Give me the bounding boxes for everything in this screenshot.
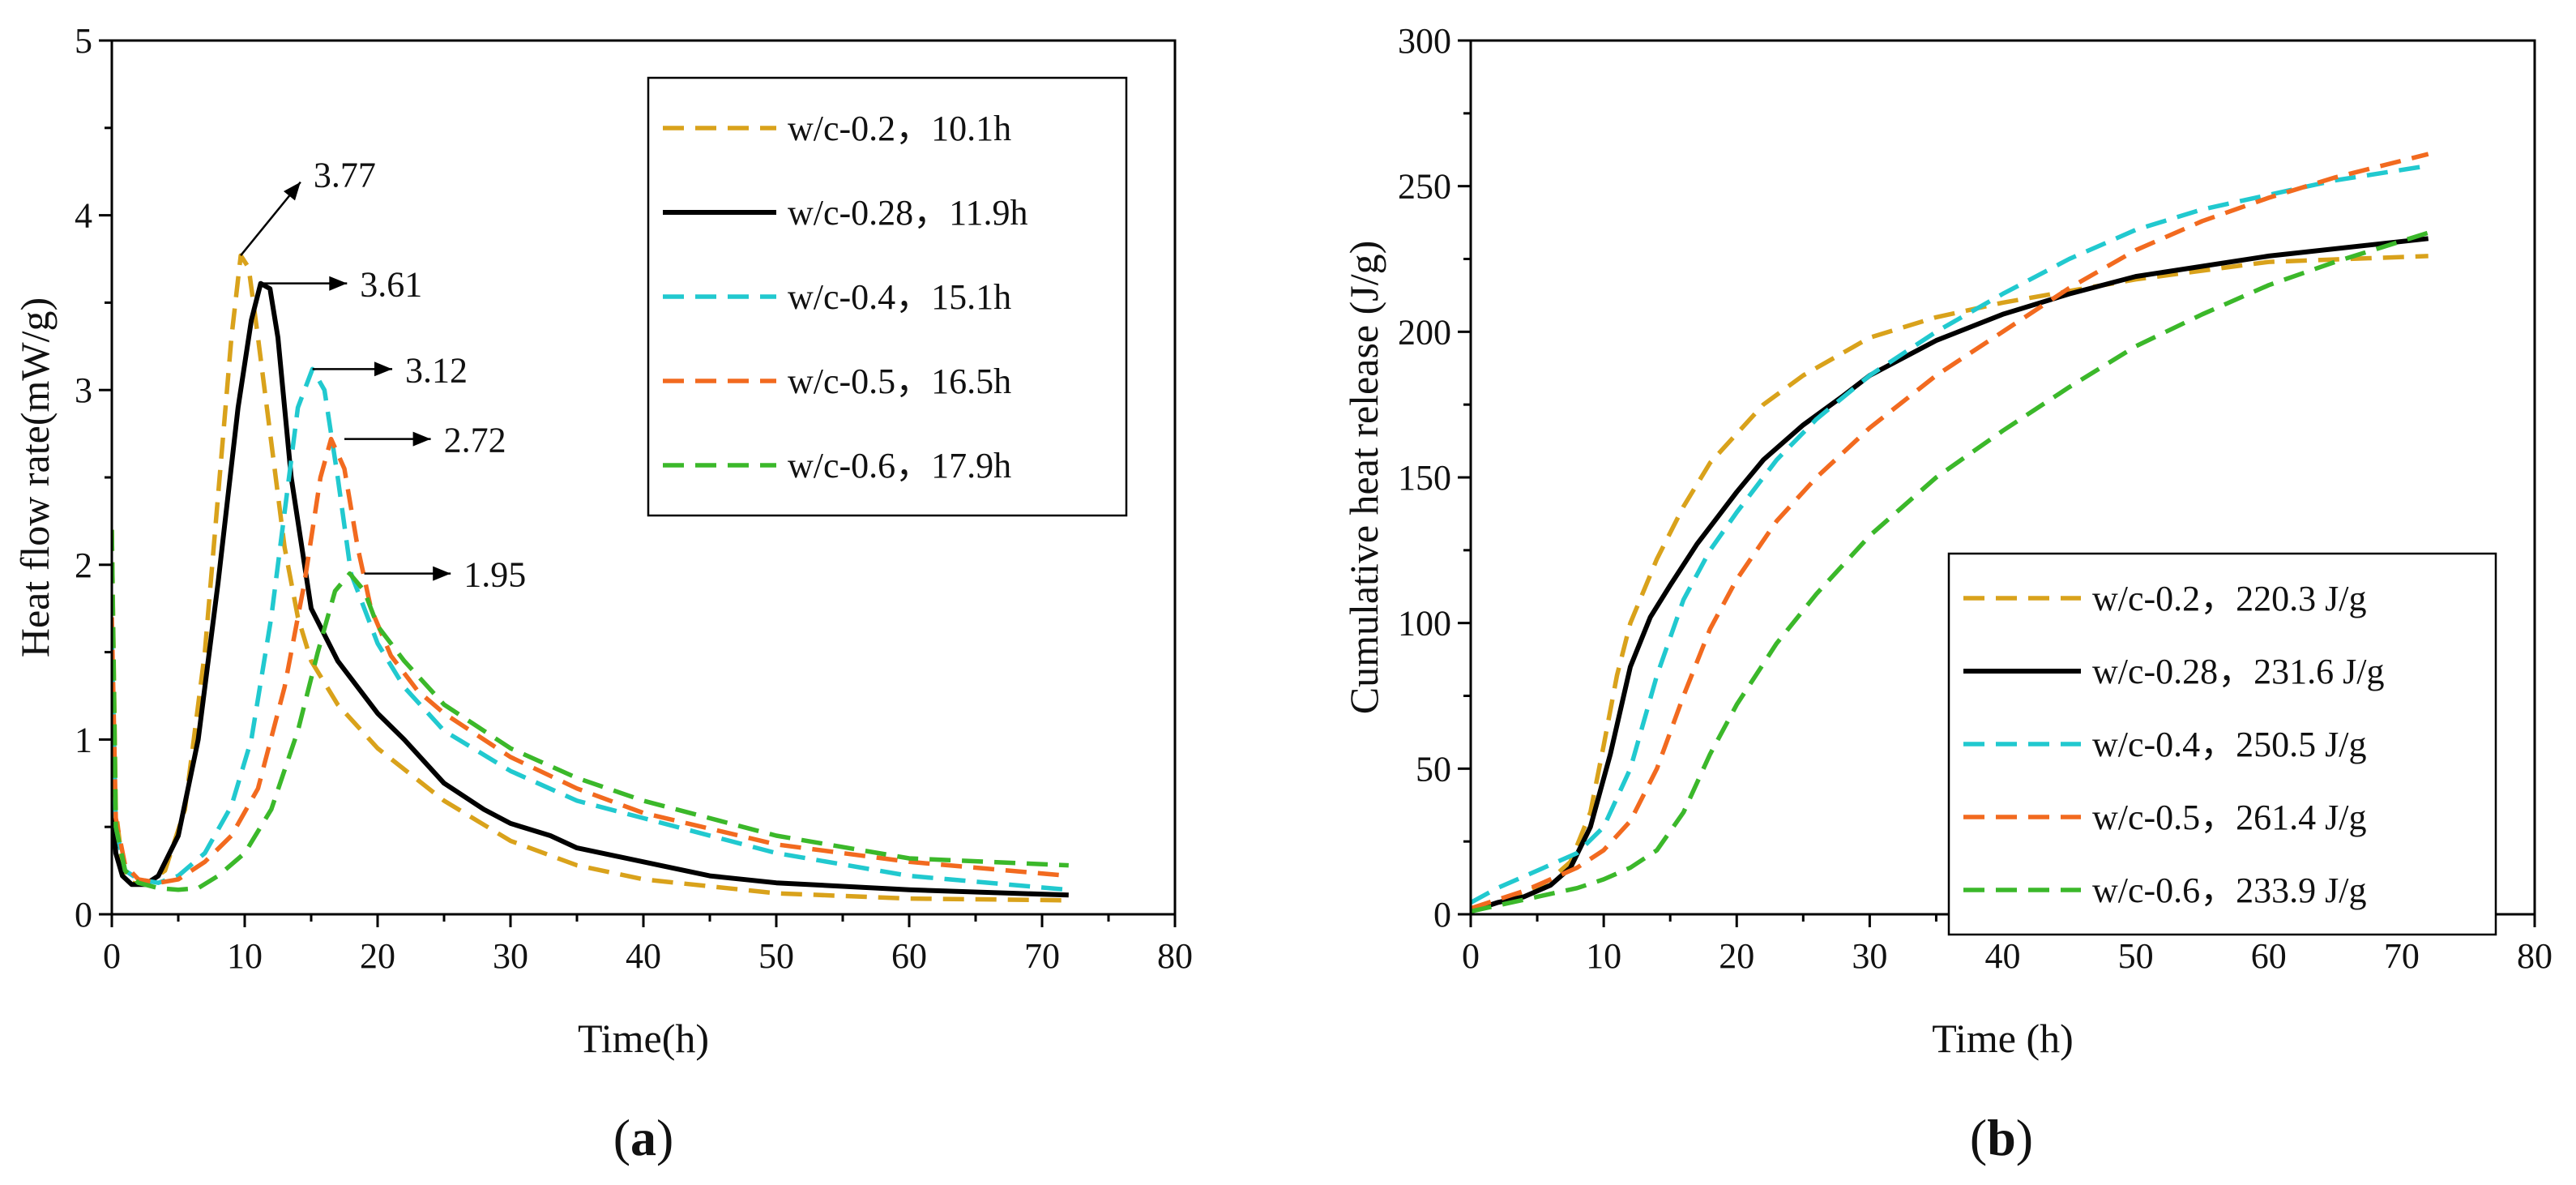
annotation-arrowhead	[412, 431, 431, 447]
x-tick-label: 30	[1852, 936, 1887, 976]
y-tick-label: 2	[75, 545, 92, 585]
y-tick-label: 250	[1398, 167, 1451, 207]
annotation-arrowhead	[329, 276, 348, 291]
annotation-arrowhead	[433, 566, 451, 581]
x-tick-label: 30	[493, 936, 528, 976]
legend-label-wc06: w/c-0.6，233.9 J/g	[2092, 871, 2367, 910]
y-tick-label: 0	[75, 895, 92, 935]
y-tick-label: 1	[75, 720, 92, 759]
panel-label-close: )	[2016, 1109, 2033, 1166]
legend-label-wc028: w/c-0.28，231.6 J/g	[2092, 652, 2385, 691]
series-line-wc04	[1471, 163, 2429, 905]
legend-label-wc05: w/c-0.5，16.5h	[788, 361, 1011, 401]
annotation-label: 3.61	[360, 265, 422, 305]
x-tick-label: 70	[1024, 936, 1060, 976]
y-tick-label: 50	[1416, 749, 1451, 789]
y-tick-label: 0	[1433, 895, 1451, 935]
y-tick-label: 300	[1398, 21, 1451, 61]
legend-label-wc06: w/c-0.6，17.9h	[788, 446, 1011, 486]
series-group	[1471, 152, 2429, 914]
legend-label-wc028: w/c-0.28，11.9h	[788, 193, 1028, 233]
x-tick-label: 40	[626, 936, 661, 976]
x-tick-label: 10	[227, 936, 263, 976]
series-line-wc04	[112, 366, 1070, 892]
x-tick-label: 60	[891, 936, 927, 976]
panel-label: (a)	[613, 1109, 674, 1166]
legend-label-wc02: w/c-0.2，220.3 J/g	[2092, 579, 2367, 618]
x-tick-label: 0	[103, 936, 121, 976]
legend-label-wc04: w/c-0.4，250.5 J/g	[2092, 725, 2367, 764]
x-tick-label: 20	[1719, 936, 1754, 976]
series-line-wc05	[1471, 152, 2429, 911]
series-line-wc06	[112, 529, 1069, 892]
legend: w/c-0.2，220.3 J/g w/c-0.28，231.6 J/g w/c-0…	[1947, 552, 2497, 936]
x-tick-label: 20	[360, 936, 395, 976]
legend-label-wc02: w/c-0.2，10.1h	[788, 109, 1011, 148]
panel-label: (b)	[1970, 1109, 2033, 1166]
annotation-label: 2.72	[444, 421, 506, 460]
y-axis-title: Cumulative heat release (J/g)	[1341, 241, 1386, 715]
chart-a: 0 10 20 30 40 50 60 70 80 0 1 2 3 4 5 Time(h) Heat flow …	[12, 21, 1193, 1166]
x-tick-label: 80	[1157, 936, 1193, 976]
x-tick-label: 10	[1586, 936, 1621, 976]
legend-label-wc05: w/c-0.5，261.4 J/g	[2092, 798, 2367, 837]
y-tick-label: 3	[75, 370, 92, 410]
series-line-wc06	[1471, 230, 2429, 914]
annotation-label: 3.12	[405, 350, 468, 390]
y-tick-label: 150	[1398, 458, 1451, 498]
legend: w/c-0.2，10.1h w/c-0.28，11.9h w/c-0.4，15.1h…	[647, 76, 1128, 517]
x-tick-label: 50	[758, 936, 794, 976]
series-line-wc028	[1471, 236, 2429, 914]
annotation-arrowhead	[284, 182, 301, 201]
y-tick-label: 5	[75, 21, 92, 61]
panel-label-letter: b	[1987, 1109, 2016, 1166]
x-tick-label: 40	[1985, 936, 2021, 976]
series-line-wc05	[112, 436, 1070, 885]
y-tick-label: 4	[75, 196, 92, 236]
y-tick-label: 100	[1398, 604, 1451, 644]
x-tick-label: 0	[1462, 936, 1480, 976]
y-axis-title: Heat flow rate(mW/g)	[12, 297, 58, 657]
annotation-arrowhead	[374, 361, 393, 377]
panel-label-open: (	[1970, 1109, 1987, 1166]
annotation-label: 3.77	[314, 156, 376, 195]
annotations: 3.77 3.61 3.12 2.72 1.95	[240, 156, 526, 595]
panel-label-close: )	[656, 1109, 673, 1166]
panel-label-letter: a	[630, 1109, 656, 1166]
x-axis-title: Time (h)	[1932, 1016, 2074, 1061]
legend-label-wc04: w/c-0.4，15.1h	[788, 277, 1011, 317]
x-tick-label: 60	[2251, 936, 2287, 976]
x-tick-label: 80	[2517, 936, 2553, 976]
x-tick-label: 70	[2384, 936, 2420, 976]
series-group	[112, 253, 1070, 903]
annotation-label: 1.95	[464, 555, 526, 595]
x-axis-title: Time(h)	[578, 1016, 709, 1061]
y-tick-label: 200	[1398, 312, 1451, 352]
panel-label-open: (	[613, 1109, 630, 1166]
x-tick-label: 50	[2118, 936, 2154, 976]
chart-b: 0 10 20 30 40 50 60 70 80 0 50 100 150 200 250 300 Time …	[1341, 21, 2553, 1166]
